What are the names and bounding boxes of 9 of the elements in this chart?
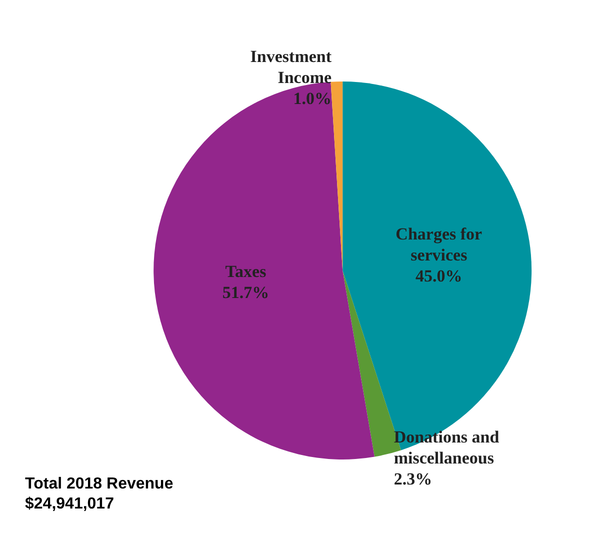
slice-label: Taxes <box>225 262 267 281</box>
data-label: 51.7% <box>222 282 270 302</box>
slice-label: Donations and miscellaneous <box>394 427 500 468</box>
data-label: 2.3% <box>394 469 432 488</box>
slice-label: Investment Income <box>250 47 332 88</box>
text: Total 2018 Revenue $24,941,017 <box>25 476 174 512</box>
slice-label: Charges for services <box>396 224 483 265</box>
data-label: 1.0% <box>293 89 332 108</box>
data-label: 45.0% <box>416 266 462 286</box>
